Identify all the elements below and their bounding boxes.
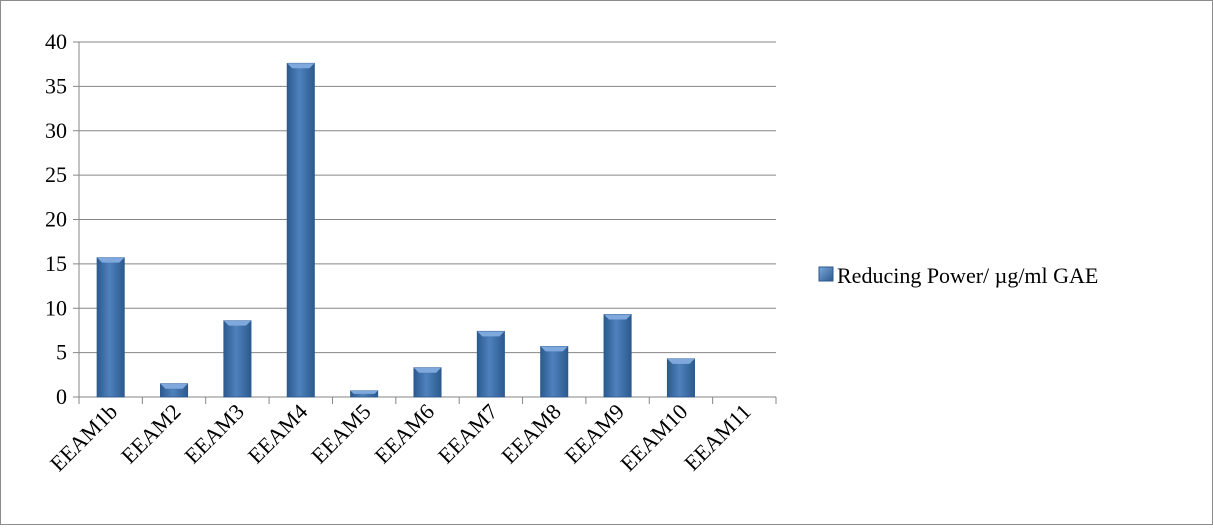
x-tick-label-EEAM8: EEAM8 bbox=[496, 399, 566, 469]
bar-bevel bbox=[97, 257, 125, 263]
x-tick-label-EEAM4: EEAM4 bbox=[243, 399, 313, 469]
x-tick-label-EEAM10: EEAM10 bbox=[615, 399, 692, 476]
bar-bevel bbox=[413, 367, 442, 373]
bar-EEAM2 bbox=[160, 383, 189, 398]
bar-bevel bbox=[350, 390, 378, 394]
y-tick-label-0: 0 bbox=[56, 384, 67, 409]
bar-EEAM3 bbox=[223, 320, 252, 398]
legend-swatch bbox=[818, 266, 834, 282]
bar-body bbox=[96, 257, 125, 398]
bar-body bbox=[476, 330, 505, 398]
bar-body bbox=[286, 62, 315, 398]
gridlines bbox=[73, 41, 776, 398]
y-tick-label-15: 15 bbox=[45, 251, 67, 276]
bar-EEAM10 bbox=[666, 358, 695, 398]
bar-EEAM4 bbox=[286, 62, 315, 398]
bar-EEAM1b bbox=[96, 257, 125, 398]
bar-bevel bbox=[287, 63, 315, 69]
x-tick-label-EEAM2: EEAM2 bbox=[116, 399, 186, 469]
bar-body bbox=[666, 358, 695, 398]
bar-EEAM9 bbox=[603, 314, 632, 398]
bar-EEAM5 bbox=[350, 390, 379, 398]
bar-body bbox=[223, 320, 252, 398]
bar-bevel bbox=[540, 346, 568, 352]
legend: Reducing Power/ µg/ml GAE bbox=[818, 263, 1098, 288]
y-tick-label-25: 25 bbox=[45, 162, 67, 187]
y-tick-label-35: 35 bbox=[45, 73, 67, 98]
bar-body bbox=[603, 314, 632, 398]
bar-bevel bbox=[477, 331, 505, 337]
bar-bevel bbox=[223, 320, 252, 326]
y-tick-labels: 0 5 10 15 20 25 30 35 40 bbox=[45, 29, 67, 409]
bar-EEAM7 bbox=[476, 330, 505, 398]
y-tick-label-40: 40 bbox=[45, 29, 67, 54]
y-tick-label-5: 5 bbox=[56, 340, 67, 365]
y-tick-label-20: 20 bbox=[45, 207, 67, 232]
x-tick-label-EEAM1b: EEAM1b bbox=[45, 399, 122, 476]
bars bbox=[96, 62, 695, 398]
x-tick-label-EEAM3: EEAM3 bbox=[179, 399, 249, 469]
bar-bevel bbox=[160, 383, 188, 389]
legend-label: Reducing Power/ µg/ml GAE bbox=[837, 263, 1098, 288]
bar-EEAM8 bbox=[540, 346, 569, 398]
x-tick-labels: EEAM1bEEAM2EEAM3EEAM4EEAM5EEAM6EEAM7EEAM… bbox=[45, 399, 756, 476]
bar-body bbox=[540, 346, 569, 398]
x-tick-label-EEAM11: EEAM11 bbox=[679, 399, 756, 476]
y-tick-label-30: 30 bbox=[45, 118, 67, 143]
x-tick-label-EEAM5: EEAM5 bbox=[306, 399, 376, 469]
x-tick-label-EEAM7: EEAM7 bbox=[433, 399, 503, 469]
axes bbox=[78, 42, 777, 404]
x-tick-label-EEAM6: EEAM6 bbox=[370, 399, 440, 469]
bar-bevel bbox=[667, 358, 695, 364]
bar-bevel bbox=[603, 314, 632, 320]
bar-EEAM6 bbox=[413, 367, 442, 398]
y-tick-label-10: 10 bbox=[45, 295, 67, 320]
